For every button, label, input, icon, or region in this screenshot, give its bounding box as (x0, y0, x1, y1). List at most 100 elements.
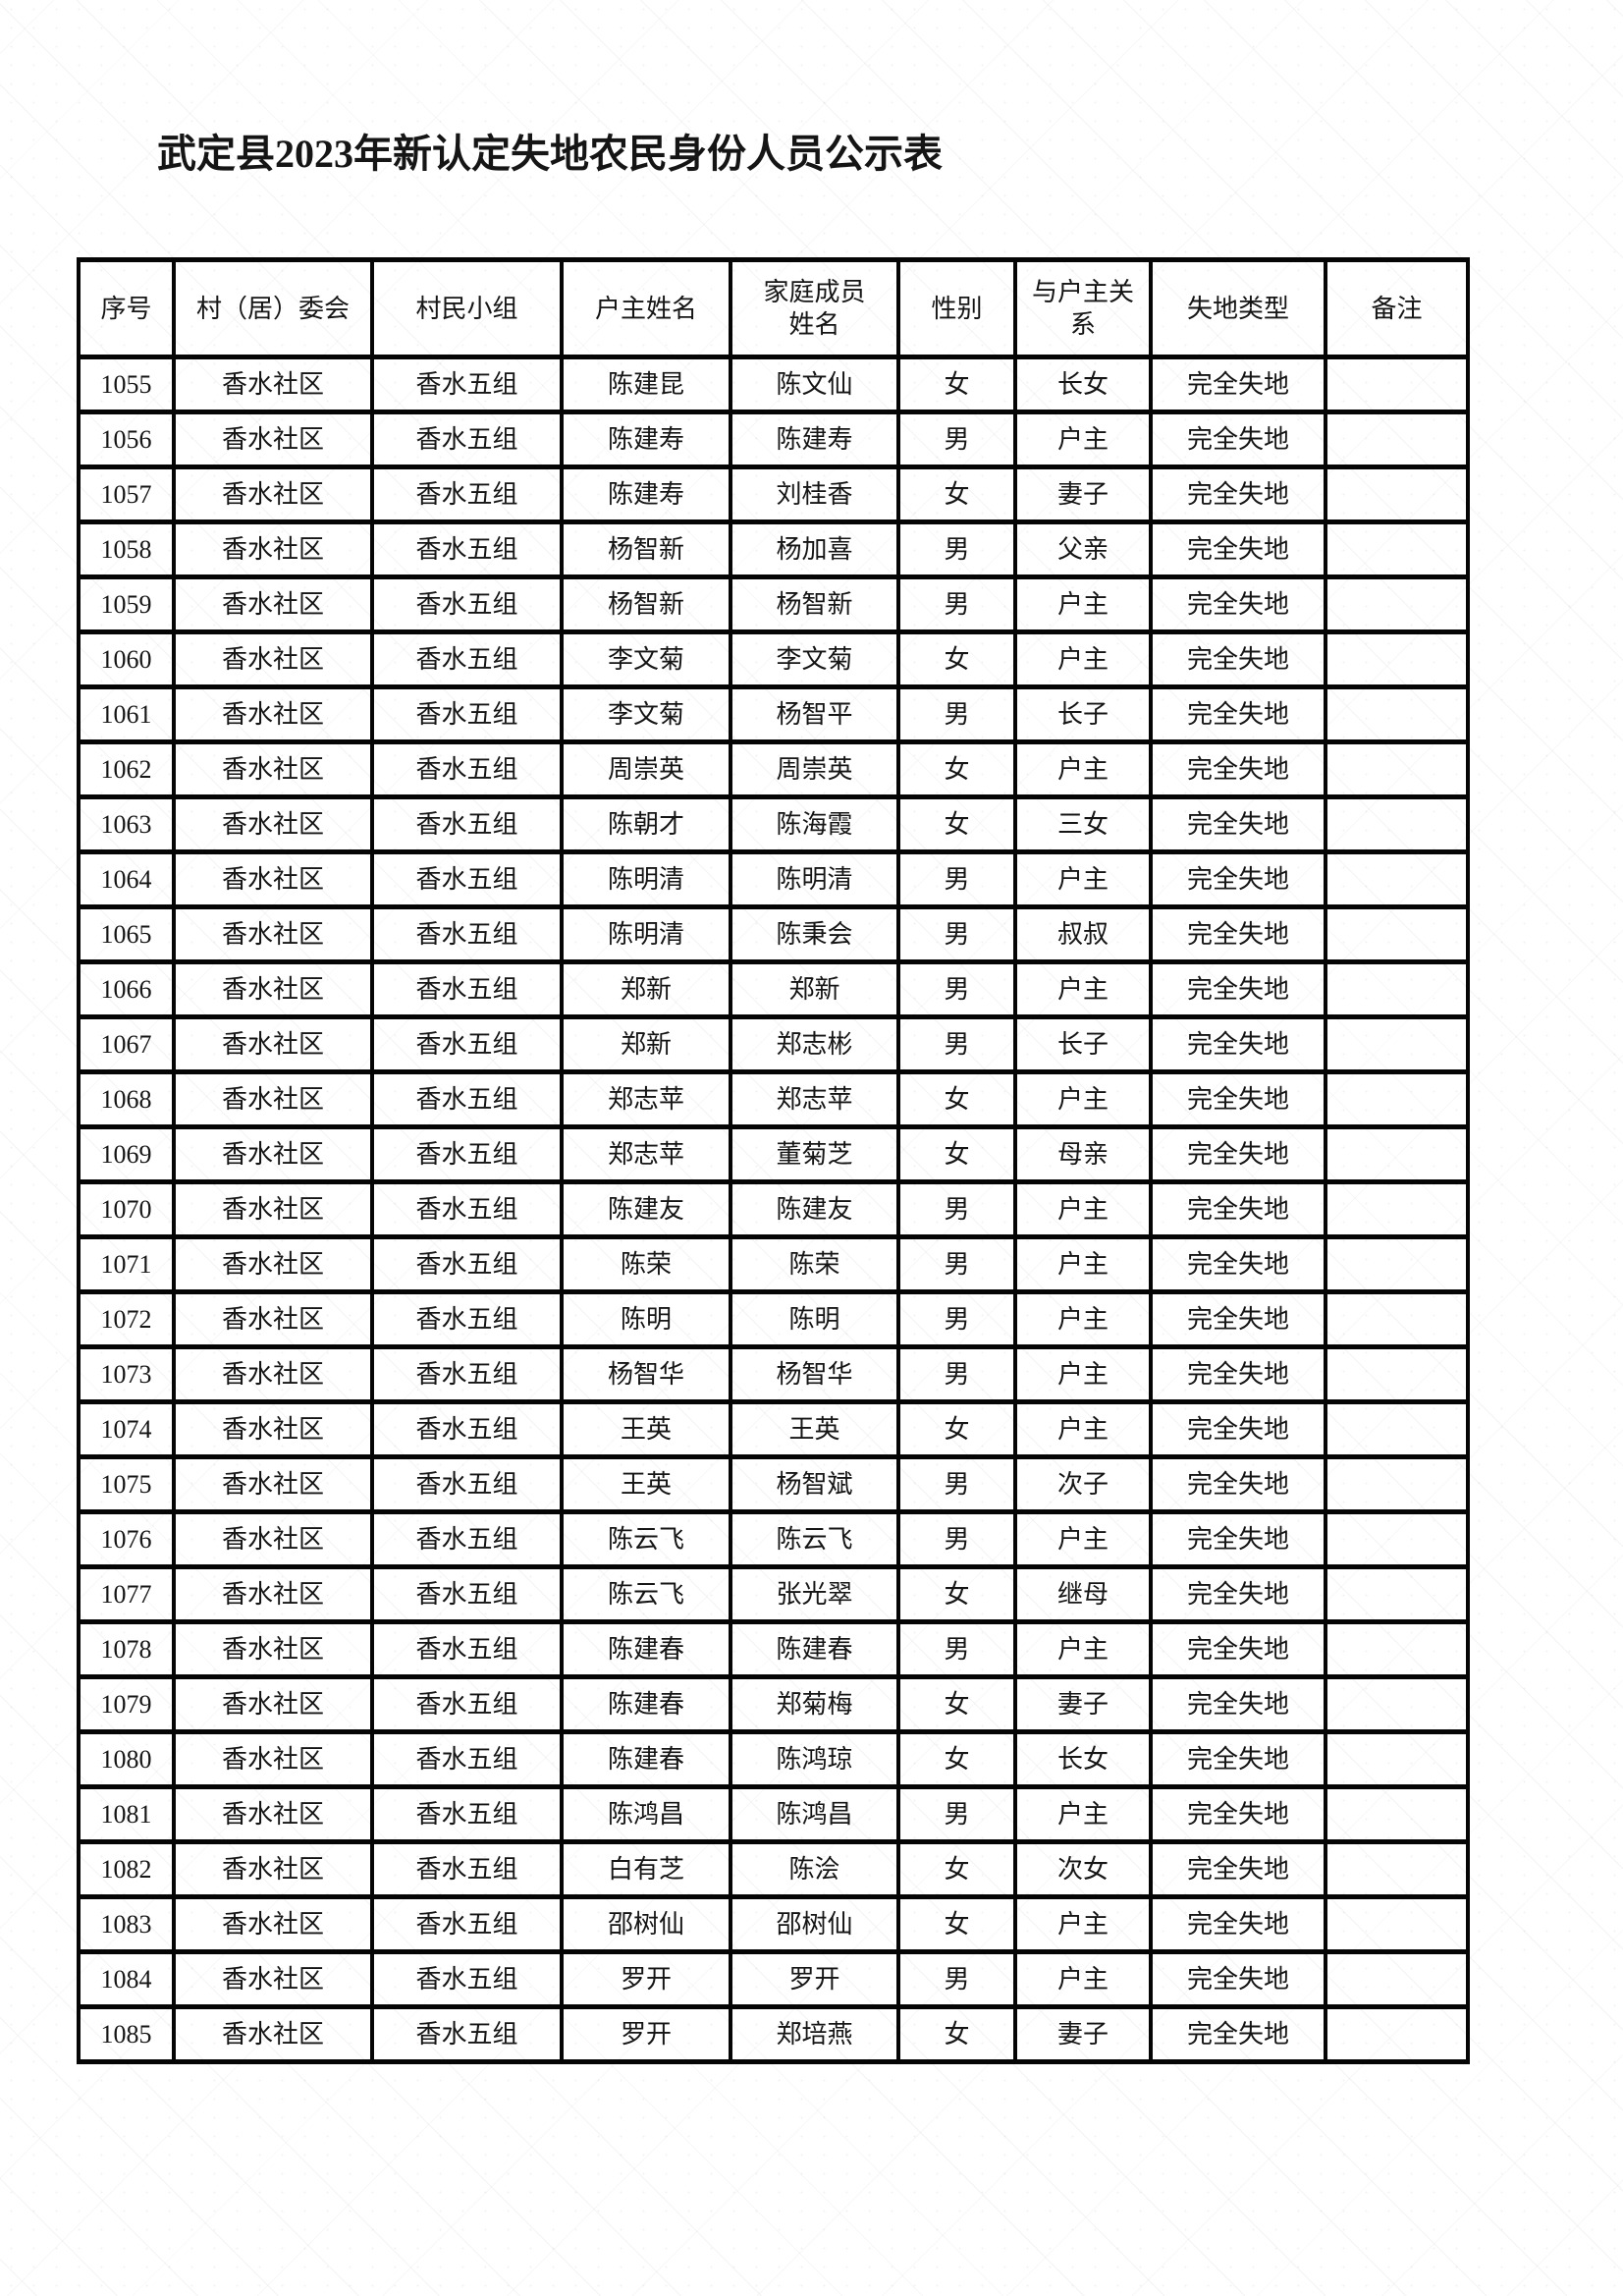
table-cell: 香水五组 (370, 1179, 564, 1239)
table-row: 1059 香水社区 香水五组 杨智新 杨智新男户主 完全失地 (77, 574, 1470, 634)
table-cell: 男 (896, 684, 1017, 744)
table-cell: 户主 (1013, 1179, 1153, 1239)
table-cell: 郑新 (729, 959, 900, 1019)
column-header: 户主姓名 (560, 257, 732, 359)
table-cell: 香水五组 (370, 465, 564, 524)
table-cell (1324, 904, 1470, 964)
table-cell (1324, 1399, 1470, 1459)
table-cell: 香水社区 (172, 1179, 374, 1239)
table-cell: 男 (896, 1949, 1017, 2009)
table-cell: 完全失地 (1149, 1674, 1327, 1734)
table-cell: 香水社区 (172, 1454, 374, 1514)
table-cell: 陈建春 (560, 1729, 732, 1789)
table-row: 1073 香水社区 香水五组 杨智华 杨智华男户主 完全失地 (77, 1344, 1470, 1404)
table-cell: 完全失地 (1149, 1894, 1327, 1954)
table-cell: 完全失地 (1149, 629, 1327, 689)
table-cell: 陈建昆 (560, 355, 732, 414)
table-cell: 男 (896, 1234, 1017, 1294)
table-row: 1081 香水社区 香水五组 陈鸿昌 陈鸿昌男户主 完全失地 (77, 1784, 1470, 1844)
table-cell: 香水社区 (172, 1289, 374, 1349)
table-cell: 郑志苹 (560, 1124, 732, 1184)
page-title: 武定县2023年新认定失地农民身份人员公示表 (157, 132, 943, 176)
table-cell: 香水社区 (172, 519, 374, 579)
column-header: 序号 (77, 257, 176, 359)
table-cell: 周崇英 (560, 739, 732, 799)
table-row: 1069 香水社区 香水五组 郑志苹 董菊芝女母亲 完全失地 (77, 1124, 1470, 1184)
table-cell: 陈建友 (560, 1179, 732, 1239)
table-cell: 香水社区 (172, 1234, 374, 1294)
table-cell: 陈秉会 (729, 904, 900, 964)
table-cell: 香水五组 (370, 1124, 564, 1184)
table-cell: 完全失地 (1149, 1124, 1327, 1184)
table-cell: 完全失地 (1149, 2004, 1327, 2064)
table-cell: 长女 (1013, 1729, 1153, 1789)
table-cell: 完全失地 (1149, 519, 1327, 579)
table-cell: 香水社区 (172, 1784, 374, 1844)
table-cell: 女 (896, 794, 1017, 854)
table-cell: 1062 (77, 739, 176, 799)
table-cell: 郑培燕 (729, 2004, 900, 2064)
table-cell: 陈浍 (729, 1839, 900, 1899)
table-cell (1324, 1894, 1470, 1954)
table-cell (1324, 1564, 1470, 1624)
table-cell: 陈明 (729, 1289, 900, 1349)
table-cell: 1075 (77, 1454, 176, 1514)
table-cell: 杨智新 (729, 574, 900, 634)
table-cell: 户主 (1013, 574, 1153, 634)
table-cell: 妻子 (1013, 465, 1153, 524)
table-cell: 女 (896, 629, 1017, 689)
table-cell: 杨智斌 (729, 1454, 900, 1514)
table-row: 1057 香水社区 香水五组 陈建寿 刘桂香女妻子 完全失地 (77, 465, 1470, 524)
table-cell: 陈建春 (560, 1674, 732, 1734)
table-cell (1324, 629, 1470, 689)
table-cell: 女 (896, 2004, 1017, 2064)
table-cell: 长子 (1013, 684, 1153, 744)
table-cell (1324, 1124, 1470, 1184)
table-cell: 香水社区 (172, 1124, 374, 1184)
table-cell: 白有芝 (560, 1839, 732, 1899)
table-cell: 男 (896, 1289, 1017, 1349)
table-cell (1324, 849, 1470, 909)
table-cell: 香水五组 (370, 1674, 564, 1734)
table-cell: 男 (896, 959, 1017, 1019)
table-row: 1058 香水社区 香水五组 杨智新 杨加喜男父亲 完全失地 (77, 519, 1470, 579)
table-cell: 陈朝才 (560, 794, 732, 854)
column-header: 村民小组 (370, 257, 564, 359)
table-cell: 香水五组 (370, 849, 564, 909)
table-cell: 妻子 (1013, 2004, 1153, 2064)
table-cell: 次女 (1013, 1839, 1153, 1899)
table-cell: 李文菊 (560, 684, 732, 744)
table-cell: 户主 (1013, 1784, 1153, 1844)
table-cell: 香水社区 (172, 959, 374, 1019)
table-cell (1324, 410, 1470, 469)
table-row: 1055 香水社区 香水五组 陈建昆 陈文仙女长女 完全失地 (77, 355, 1470, 414)
table-cell: 香水社区 (172, 355, 374, 414)
table-cell: 完全失地 (1149, 794, 1327, 854)
table-cell: 完全失地 (1149, 1839, 1327, 1899)
table-cell: 香水社区 (172, 1619, 374, 1679)
table-cell: 郑志苹 (729, 1069, 900, 1129)
header-row: 序号 村（居）委会 村民小组 户主姓名 家庭成员 姓名 性别 与户主关 系失地类型 备注 (77, 257, 1470, 359)
table-cell: 户主 (1013, 629, 1153, 689)
table-cell: 香水社区 (172, 904, 374, 964)
table-cell: 1063 (77, 794, 176, 854)
table-cell: 香水社区 (172, 1949, 374, 2009)
table-cell (1324, 1179, 1470, 1239)
table-cell: 完全失地 (1149, 1179, 1327, 1239)
table-cell: 陈云飞 (560, 1509, 732, 1569)
table-cell: 香水五组 (370, 959, 564, 1019)
column-header: 家庭成员 姓名 (729, 257, 900, 359)
table-cell: 完全失地 (1149, 574, 1327, 634)
table-cell: 陈建春 (560, 1619, 732, 1679)
table-cell: 陈鸿昌 (560, 1784, 732, 1844)
table-cell: 郑志彬 (729, 1014, 900, 1074)
table-cell: 杨智华 (729, 1344, 900, 1404)
table-cell: 陈文仙 (729, 355, 900, 414)
table-cell: 陈鸿昌 (729, 1784, 900, 1844)
table-cell: 完全失地 (1149, 684, 1327, 744)
table-cell: 陈建友 (729, 1179, 900, 1239)
table-cell (1324, 1509, 1470, 1569)
table-row: 1075 香水社区 香水五组 王英 杨智斌男次子 完全失地 (77, 1454, 1470, 1514)
table-cell (1324, 519, 1470, 579)
